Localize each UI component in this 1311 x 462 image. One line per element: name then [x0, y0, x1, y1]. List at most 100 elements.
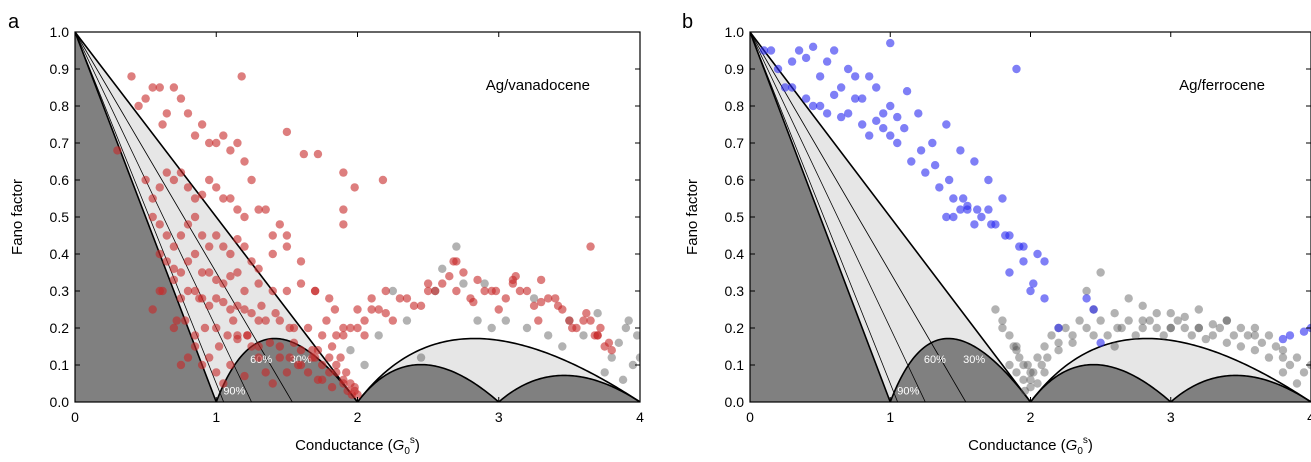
data-point — [632, 331, 640, 340]
data-point — [1082, 323, 1091, 333]
data-point — [1026, 375, 1035, 384]
data-point — [155, 83, 164, 92]
data-point — [836, 83, 846, 92]
data-point — [438, 264, 447, 273]
data-point — [204, 242, 214, 251]
data-point — [409, 301, 419, 310]
data-point — [1201, 334, 1211, 344]
data-point — [543, 331, 553, 340]
data-point — [402, 294, 412, 303]
data-point — [219, 242, 228, 251]
data-point — [254, 353, 263, 362]
data-point — [586, 316, 595, 325]
data-point — [176, 360, 186, 370]
data-point — [487, 323, 496, 333]
data-point — [522, 323, 532, 333]
data-point — [313, 375, 323, 384]
data-point — [1145, 316, 1154, 325]
data-point — [1285, 360, 1295, 370]
data-point — [1029, 368, 1038, 377]
data-point — [607, 346, 616, 355]
polarization-line — [750, 32, 967, 402]
data-point — [169, 323, 179, 333]
data-point — [350, 383, 359, 392]
data-point — [1054, 338, 1063, 347]
data-point — [308, 346, 317, 355]
data-point — [378, 175, 388, 185]
data-point — [1005, 360, 1014, 370]
data-point — [984, 205, 993, 214]
data-point — [296, 279, 306, 288]
panel-letter: a — [8, 11, 20, 33]
data-point — [310, 286, 320, 296]
data-point — [169, 242, 179, 251]
arc-2-3 — [356, 363, 500, 402]
data-point — [265, 338, 275, 347]
data-point — [635, 353, 640, 362]
data-point — [155, 286, 164, 296]
data-point — [282, 286, 292, 296]
y-axis-label: Fano factor — [9, 179, 26, 255]
data-point — [1292, 379, 1302, 388]
y-tick-label: 0.0 — [50, 394, 70, 410]
data-point — [836, 112, 846, 122]
data-point — [148, 212, 157, 222]
data-point — [984, 175, 993, 185]
data-point — [162, 257, 172, 266]
polarized-region — [750, 32, 1311, 402]
data-point — [628, 360, 638, 370]
data-point — [176, 231, 186, 240]
data-point — [226, 194, 235, 203]
data-point — [452, 257, 461, 266]
data-point — [233, 138, 242, 148]
x-tick-label: 4 — [1307, 409, 1311, 425]
data-point — [176, 268, 186, 277]
data-point — [275, 342, 285, 351]
data-point — [1208, 320, 1218, 329]
data-point — [1033, 353, 1042, 362]
data-point — [886, 38, 895, 48]
data-point — [1159, 331, 1168, 340]
data-point — [388, 286, 398, 296]
data-point — [1180, 323, 1189, 333]
data-point — [416, 353, 426, 362]
data-point — [973, 205, 982, 214]
data-point — [127, 72, 136, 81]
data-point — [430, 286, 440, 296]
data-point — [254, 316, 263, 325]
data-point — [590, 331, 599, 340]
polarization-line — [75, 32, 293, 402]
data-point — [353, 390, 362, 399]
data-point — [1236, 323, 1246, 333]
data-point — [204, 268, 214, 277]
data-point — [565, 316, 574, 325]
data-point — [257, 301, 266, 310]
data-point — [247, 257, 256, 266]
data-point — [271, 309, 280, 318]
data-point — [303, 368, 313, 377]
y-tick-label: 0.1 — [725, 357, 745, 373]
data-point — [1299, 368, 1309, 377]
data-point — [780, 83, 790, 92]
data-point — [1054, 323, 1063, 333]
data-point — [902, 87, 912, 96]
data-point — [1173, 316, 1182, 325]
data-point — [233, 331, 242, 340]
data-point — [313, 149, 323, 159]
data-point — [1236, 342, 1246, 351]
data-point — [515, 286, 525, 296]
data-point — [162, 168, 172, 177]
data-point — [204, 301, 214, 310]
data-point — [593, 309, 602, 318]
data-point — [1040, 368, 1049, 377]
data-point — [1040, 294, 1049, 303]
data-point — [1068, 338, 1077, 347]
data-point — [325, 294, 334, 303]
data-point — [1019, 375, 1028, 384]
data-point — [935, 183, 944, 192]
y-tick-label: 0.0 — [725, 394, 745, 410]
data-point — [212, 294, 221, 303]
data-point — [553, 301, 563, 310]
data-point — [1152, 309, 1161, 318]
data-point — [459, 279, 468, 288]
